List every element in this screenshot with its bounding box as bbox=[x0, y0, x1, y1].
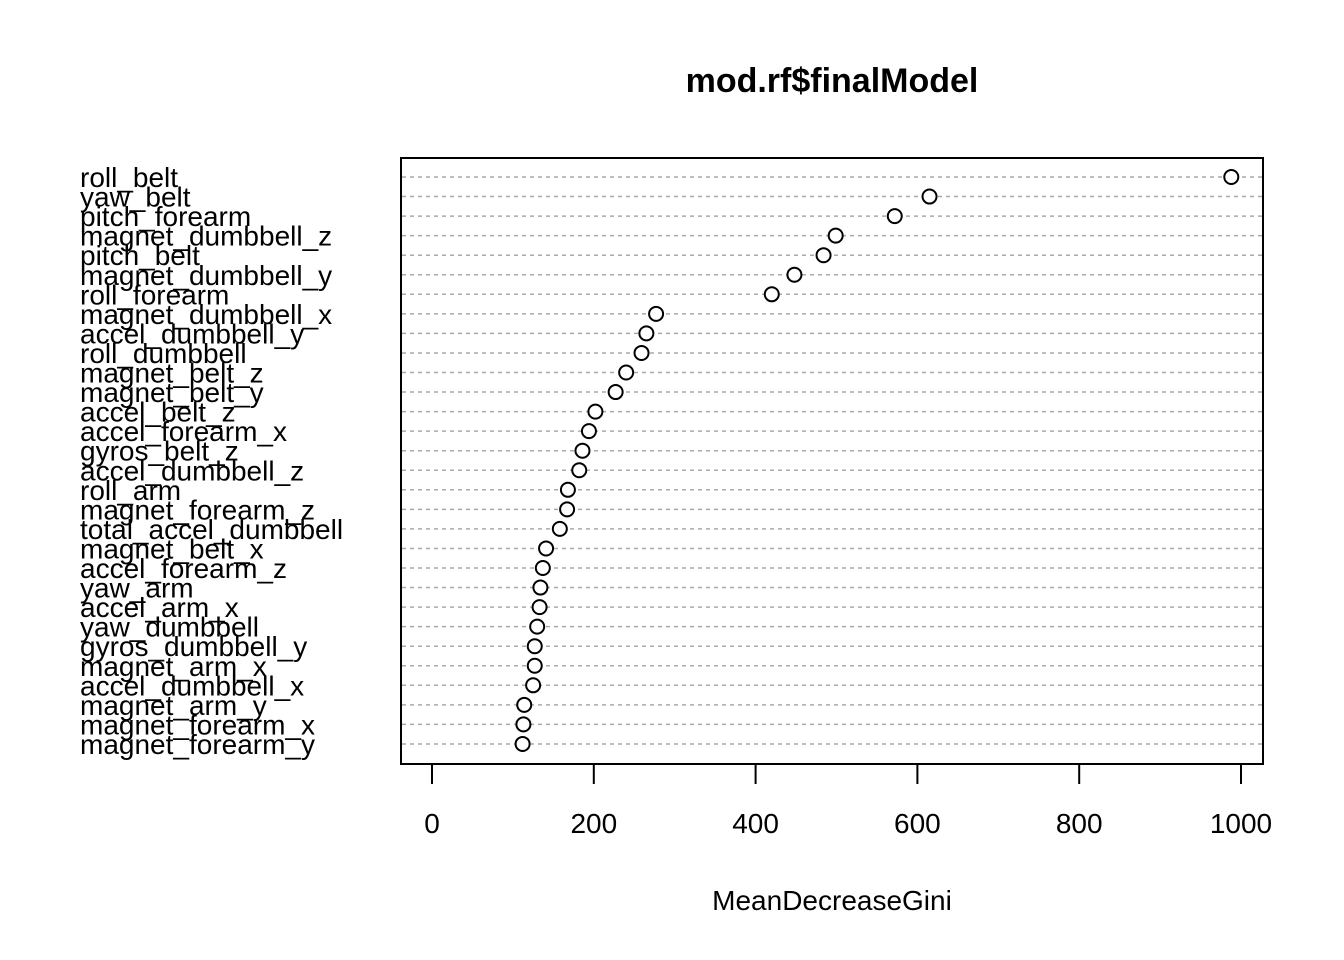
data-point bbox=[618, 364, 635, 381]
data-point bbox=[531, 599, 548, 616]
category-label: total_accel_dumbbell bbox=[80, 514, 343, 545]
data-point bbox=[638, 325, 655, 342]
chart-title: mod.rf$finalModel bbox=[686, 62, 979, 100]
data-point bbox=[580, 423, 597, 440]
category-labels: roll_beltyaw_beltpitch_forearmmagnet_dum… bbox=[80, 162, 343, 760]
category-label: magnet_belt_z bbox=[80, 358, 264, 389]
data-point bbox=[921, 188, 938, 205]
x-tick-label: 400 bbox=[732, 808, 779, 839]
category-label: magnet_arm_y bbox=[80, 690, 267, 721]
category-label: accel_forearm_x bbox=[80, 416, 287, 447]
data-point bbox=[532, 579, 549, 596]
category-label: accel_dumbbell_x bbox=[80, 670, 304, 701]
category-label: magnet_arm_x bbox=[80, 651, 267, 682]
data-point bbox=[574, 442, 591, 459]
data-point bbox=[763, 286, 780, 303]
data-point bbox=[526, 657, 543, 674]
data-point bbox=[571, 462, 588, 479]
x-tick-label: 1000 bbox=[1210, 808, 1272, 839]
category-label: accel_dumbbell_y bbox=[80, 318, 304, 349]
category-label: roll_forearm bbox=[80, 279, 229, 310]
category-label: magnet_forearm_x bbox=[80, 709, 315, 740]
category-label: magnet_belt_y bbox=[80, 377, 264, 408]
category-label: gyros_dumbbell_y bbox=[80, 631, 307, 662]
data-point bbox=[534, 560, 551, 576]
category-label: magnet_dumbbell_x bbox=[80, 299, 332, 330]
category-label: yaw_belt bbox=[80, 182, 191, 213]
data-point bbox=[559, 481, 576, 498]
category-label: yaw_dumbbell bbox=[80, 612, 259, 643]
data-point bbox=[607, 384, 624, 401]
category-label: roll_belt bbox=[80, 162, 178, 193]
category-label: pitch_forearm bbox=[80, 201, 251, 232]
plot-frame bbox=[400, 157, 1264, 765]
data-point bbox=[786, 266, 803, 283]
category-label: yaw_arm bbox=[80, 573, 194, 604]
category-label: pitch_belt bbox=[80, 240, 200, 271]
category-label: magnet_dumbbell_y bbox=[80, 260, 332, 291]
category-label: accel_forearm_z bbox=[80, 553, 287, 584]
data-point bbox=[551, 520, 568, 537]
category-label: roll_dumbbell bbox=[80, 338, 247, 369]
data-point bbox=[648, 305, 665, 322]
data-point bbox=[1223, 169, 1240, 185]
data-points bbox=[514, 169, 1240, 752]
data-point bbox=[886, 208, 903, 225]
data-point bbox=[515, 716, 532, 733]
data-point bbox=[559, 501, 576, 518]
data-point bbox=[526, 638, 543, 655]
category-label: accel_belt_z bbox=[80, 397, 236, 428]
category-label: accel_arm_x bbox=[80, 592, 239, 623]
category-label: gyros_belt_z bbox=[80, 436, 239, 467]
data-point bbox=[525, 677, 542, 694]
x-axis-label: MeanDecreaseGini bbox=[712, 885, 952, 916]
category-label: magnet_forearm_z bbox=[80, 494, 315, 525]
data-point bbox=[529, 618, 546, 635]
data-point bbox=[514, 735, 531, 752]
x-tick-label: 0 bbox=[424, 808, 440, 839]
category-label: accel_dumbbell_z bbox=[80, 455, 304, 486]
x-axis: 0 200 400 600 800 1000 bbox=[424, 763, 1272, 839]
data-point bbox=[538, 540, 555, 557]
data-point bbox=[815, 247, 832, 264]
category-label: magnet_dumbbell_z bbox=[80, 221, 332, 252]
data-point bbox=[827, 227, 844, 244]
x-tick-label: 200 bbox=[570, 808, 617, 839]
category-label: magnet_forearm_y bbox=[80, 729, 315, 760]
data-point bbox=[633, 344, 650, 361]
x-tick-label: 800 bbox=[1056, 808, 1103, 839]
data-point bbox=[516, 696, 533, 713]
x-tick-label: 600 bbox=[894, 808, 941, 839]
data-point bbox=[587, 403, 604, 420]
category-label: roll_arm bbox=[80, 475, 181, 506]
category-label: magnet_belt_x bbox=[80, 533, 264, 564]
